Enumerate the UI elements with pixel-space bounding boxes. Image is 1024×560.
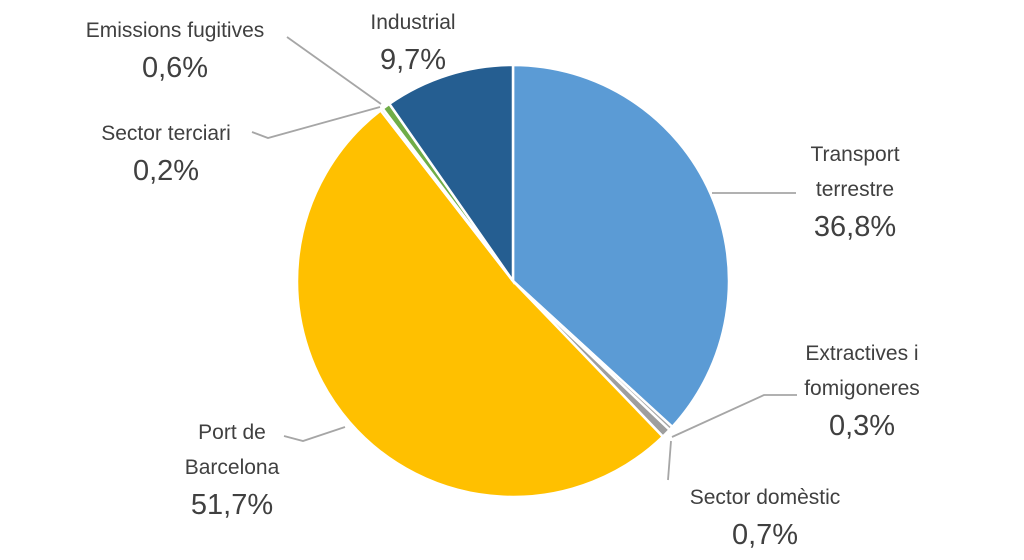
leader-line-emissions-fugitives: [286, 36, 382, 105]
slice-percent: 36,8%: [813, 211, 897, 243]
slice-percent: 0,2%: [132, 155, 200, 187]
pie-slice-transport-terrestre: [511, 63, 731, 429]
slice-name: Sector terciari: [101, 122, 231, 145]
slice-label-sector-domestic: Sector domèstic 0,7%: [665, 480, 865, 556]
slice-label-sector-terciari: Sector terciari 0,2%: [61, 116, 271, 192]
slice-label-port-de-barcelona: Port de Barcelona 51,7%: [167, 415, 297, 526]
slice-name: Sector domèstic: [689, 486, 841, 509]
slice-percent: 51,7%: [190, 489, 274, 521]
slice-label-emissions-fugitives: Emissions fugitives 0,6%: [60, 13, 290, 89]
slice-label-transport-terrestre: Transport terrestre 36,8%: [790, 137, 920, 248]
slice-label-industrial: Industrial 9,7%: [348, 5, 478, 81]
slice-percent: 0,3%: [828, 410, 896, 442]
pie-slice-industrial: [387, 63, 515, 285]
pie-slice-port-de-barcelona: [295, 108, 665, 499]
leader-line-port-de-barcelona: [283, 426, 346, 442]
leader-line-sector-domestic: [667, 440, 672, 481]
leader-line-extractives-i-fomigoneres: [671, 394, 797, 438]
slice-percent: 0,6%: [141, 52, 209, 84]
slice-percent: 0,7%: [731, 519, 799, 551]
slice-name: Emissions fugitives: [85, 19, 265, 42]
slice-percent: 9,7%: [379, 44, 447, 76]
slice-name: Industrial: [370, 11, 456, 34]
slice-name: Transport terrestre: [810, 143, 900, 201]
slice-name: Extractives i fomigoneres: [804, 342, 920, 400]
slice-label-extractives-i-fomigoneres: Extractives i fomigoneres 0,3%: [787, 336, 937, 447]
slice-name: Port de Barcelona: [184, 421, 280, 479]
leader-line-sector-terciari: [251, 106, 381, 139]
